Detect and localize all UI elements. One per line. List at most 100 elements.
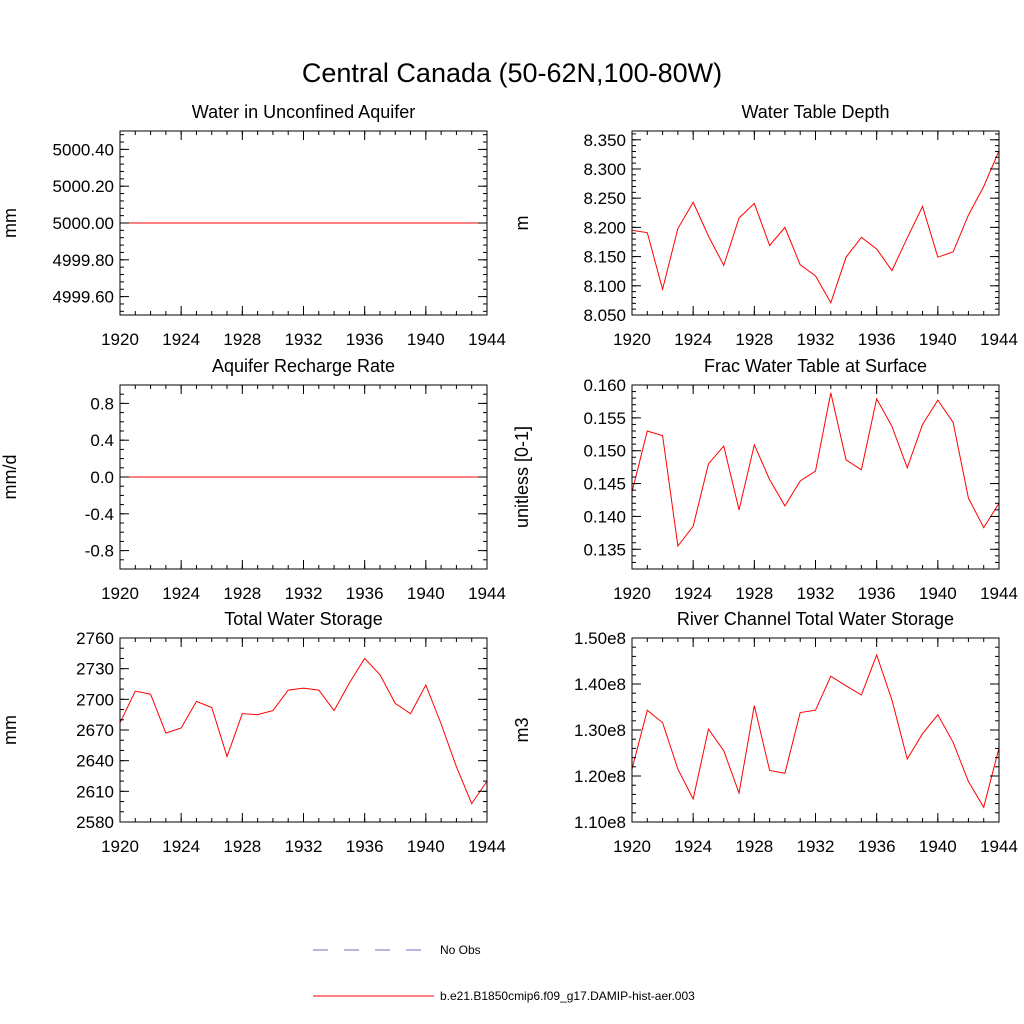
panel-title: Total Water Storage <box>224 609 382 629</box>
y-tick-label: 0.160 <box>583 376 626 395</box>
chart-panel: -0.8 -0.4 0.0 0.4 0.8 1920 1924 1928 1932 1936 194… <box>0 356 506 603</box>
y-tick-label: 1.30e8 <box>574 721 626 740</box>
y-tick-label: 5000.00 <box>53 214 114 233</box>
y-tick-label: 8.250 <box>583 189 626 208</box>
y-tick-label: 1.40e8 <box>574 675 626 694</box>
y-tick-label: 8.300 <box>583 160 626 179</box>
y-tick-label: 8.150 <box>583 248 626 267</box>
x-tick-label: 1928 <box>735 584 773 603</box>
x-tick-label: 1936 <box>858 837 896 856</box>
x-tick-label: 1920 <box>101 584 139 603</box>
x-tick-label: 1944 <box>468 330 506 349</box>
y-tick-label: 8.050 <box>583 306 626 325</box>
x-tick-label: 1924 <box>674 584 712 603</box>
y-tick-label: 0.140 <box>583 507 626 526</box>
y-tick-label: 4999.80 <box>53 251 114 270</box>
panel-title: Frac Water Table at Surface <box>704 356 927 376</box>
y-tick-label: 0.4 <box>90 431 114 450</box>
y-tick-label: 5000.20 <box>53 177 114 196</box>
y-tick-label: 0.0 <box>90 468 114 487</box>
x-tick-label: 1940 <box>407 584 445 603</box>
y-axis-label: m <box>512 216 532 231</box>
x-tick-label: 1944 <box>980 330 1018 349</box>
y-tick-label: 0.155 <box>583 409 626 428</box>
y-tick-label: 2640 <box>76 752 114 771</box>
panel-title: Water in Unconfined Aquifer <box>192 102 415 122</box>
series-line <box>631 150 1000 304</box>
x-tick-label: 1928 <box>223 584 261 603</box>
y-tick-label: 8.200 <box>583 218 626 237</box>
x-tick-label: 1940 <box>919 584 957 603</box>
x-tick-label: 1928 <box>735 330 773 349</box>
plot-frame <box>631 130 1000 316</box>
x-tick-label: 1928 <box>735 837 773 856</box>
x-tick-label: 1932 <box>285 330 323 349</box>
plot-frame <box>631 384 1000 570</box>
chart-panel: 4999.60 4999.80 5000.00 5000.20 5000.40 1920 1… <box>0 102 506 349</box>
x-tick-label: 1920 <box>101 837 139 856</box>
y-tick-label: 8.350 <box>583 131 626 150</box>
x-tick-label: 1928 <box>223 330 261 349</box>
x-tick-label: 1924 <box>162 330 200 349</box>
series-line <box>631 392 1000 548</box>
legend: No Obs b.e21.B1850cmip6.f09_g17.DAMIP-his… <box>313 943 695 1003</box>
y-tick-label: 2580 <box>76 813 114 832</box>
x-tick-label: 1936 <box>346 584 384 603</box>
y-tick-label: 5000.40 <box>53 140 114 159</box>
x-tick-label: 1924 <box>162 837 200 856</box>
x-tick-label: 1944 <box>468 584 506 603</box>
legend-label: b.e21.B1850cmip6.f09_g17.DAMIP-hist-aer.… <box>440 989 695 1003</box>
x-tick-label: 1924 <box>674 330 712 349</box>
x-tick-label: 1940 <box>407 330 445 349</box>
y-tick-label: 2730 <box>76 660 114 679</box>
x-tick-label: 1924 <box>162 584 200 603</box>
x-tick-label: 1932 <box>797 837 835 856</box>
series-line <box>631 653 1000 809</box>
x-tick-label: 1932 <box>797 584 835 603</box>
x-tick-label: 1936 <box>346 330 384 349</box>
y-axis-label: mm <box>0 208 20 238</box>
y-axis-label: mm/d <box>0 455 20 500</box>
x-tick-label: 1940 <box>919 330 957 349</box>
x-tick-label: 1920 <box>613 584 651 603</box>
chart-panel: 1.10e8 1.20e8 1.30e8 1.40e8 1.50e8 1920 1924 19… <box>512 609 1018 856</box>
legend-label: No Obs <box>440 943 481 957</box>
y-tick-label: 2700 <box>76 690 114 709</box>
chart-panel: 8.050 8.100 8.150 8.200 8.250 8.300 8.350 1920 1… <box>512 102 1018 349</box>
x-tick-label: 1944 <box>468 837 506 856</box>
x-tick-label: 1940 <box>407 837 445 856</box>
y-axis-label: unitless [0-1] <box>512 426 532 528</box>
series-line <box>119 657 488 805</box>
x-tick-label: 1924 <box>674 837 712 856</box>
x-tick-label: 1940 <box>919 837 957 856</box>
x-tick-label: 1936 <box>858 584 896 603</box>
y-tick-label: 2760 <box>76 629 114 648</box>
y-tick-label: -0.4 <box>85 505 114 524</box>
x-tick-label: 1920 <box>613 330 651 349</box>
y-tick-label: 2610 <box>76 782 114 801</box>
chart-panel: 2580 2610 2640 2670 2700 2730 2760 1920 1924 1928… <box>0 609 506 856</box>
x-tick-label: 1932 <box>797 330 835 349</box>
x-tick-label: 1936 <box>858 330 896 349</box>
x-tick-label: 1920 <box>101 330 139 349</box>
x-tick-label: 1928 <box>223 837 261 856</box>
y-tick-label: 1.10e8 <box>574 813 626 832</box>
y-tick-label: 1.50e8 <box>574 629 626 648</box>
y-axis-label: m3 <box>512 717 532 742</box>
y-tick-label: 2670 <box>76 721 114 740</box>
x-tick-label: 1932 <box>285 584 323 603</box>
y-tick-label: 0.135 <box>583 540 626 559</box>
y-tick-label: -0.8 <box>85 542 114 561</box>
y-tick-label: 0.145 <box>583 475 626 494</box>
panel-title: Aquifer Recharge Rate <box>212 356 395 376</box>
panel-title: River Channel Total Water Storage <box>677 609 954 629</box>
chart-panel: 0.135 0.140 0.145 0.150 0.155 0.160 1920 1924 19… <box>512 356 1018 603</box>
panel-title: Water Table Depth <box>741 102 889 122</box>
x-tick-label: 1944 <box>980 584 1018 603</box>
x-tick-label: 1920 <box>613 837 651 856</box>
x-tick-label: 1944 <box>980 837 1018 856</box>
y-axis-label: mm <box>0 715 20 745</box>
x-tick-label: 1932 <box>285 837 323 856</box>
